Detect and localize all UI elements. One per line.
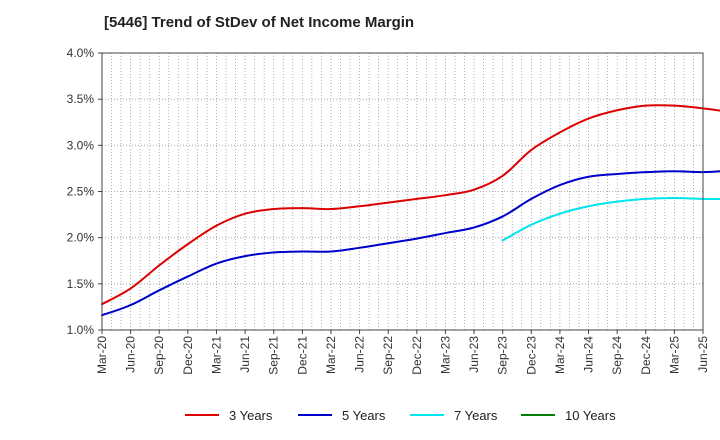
legend-item-7-years: 7 Years — [410, 405, 497, 425]
y-tick-label: 4.0% — [67, 46, 95, 60]
legend-item-10-years: 10 Years — [521, 405, 616, 425]
x-tick-label: Mar-20 — [95, 336, 109, 374]
x-tick-label: Sep-21 — [267, 336, 281, 375]
series-line-5-years — [101, 170, 720, 317]
x-tick-label: Dec-23 — [524, 336, 538, 375]
legend-label-10-years: 10 Years — [565, 407, 616, 423]
x-tick-labels: Mar-20 Jun-20 Sep-20 Dec-20 Mar-21 Jun-21 Sep-… — [95, 336, 710, 375]
x-tick-label: Jun-25 — [696, 336, 710, 373]
legend-swatch-10-years — [521, 414, 555, 416]
x-tick-label: Mar-25 — [667, 336, 681, 374]
series-line-3-years — [101, 104, 720, 306]
x-tick-label: Jun-23 — [467, 336, 481, 373]
legend-swatch-7-years — [410, 414, 444, 416]
series-lines — [101, 104, 720, 317]
y-tick-label: 1.5% — [67, 277, 95, 291]
x-tick-label: Jun-21 — [238, 336, 252, 373]
y-tick-label: 3.5% — [67, 92, 95, 106]
x-tick-label: Dec-20 — [181, 336, 195, 375]
legend-item-5-years: 5 Years — [298, 405, 385, 425]
legend: 3 Years 5 Years 7 Years 10 Years — [0, 405, 720, 427]
legend-label-3-years: 3 Years — [229, 407, 273, 423]
x-tick-label: Mar-22 — [324, 336, 338, 374]
y-tick-label: 2.0% — [67, 231, 95, 245]
legend-swatch-5-years — [298, 414, 332, 416]
x-tick-label: Jun-24 — [582, 336, 596, 373]
series-line-7-years — [501, 196, 720, 242]
plot-frame — [98, 52, 704, 334]
x-tick-label: Sep-24 — [610, 336, 624, 375]
x-tick-label: Sep-20 — [152, 336, 166, 375]
chart-title: [5446] Trend of StDev of Net Income Marg… — [104, 14, 415, 31]
x-tick-label: Sep-23 — [496, 336, 510, 375]
x-tick-label: Mar-21 — [209, 336, 223, 374]
legend-swatch-3-years — [185, 414, 219, 416]
x-tick-label: Dec-21 — [295, 336, 309, 375]
x-tick-label: Jun-20 — [124, 336, 138, 373]
x-tick-label: Mar-24 — [553, 336, 567, 374]
legend-label-5-years: 5 Years — [342, 407, 386, 423]
legend-item-3-years: 3 Years — [185, 405, 272, 425]
legend-label-7-years: 7 Years — [454, 407, 498, 423]
x-tick-label: Dec-22 — [410, 336, 424, 375]
x-tick-label: Jun-22 — [353, 336, 367, 373]
x-tick-label: Sep-22 — [381, 336, 395, 375]
grid-lines — [102, 53, 703, 330]
y-tick-labels: 1.0% 1.5% 2.0% 2.5% 3.0% 3.5% 4.0% — [67, 46, 95, 337]
x-tick-label: Dec-24 — [639, 336, 653, 375]
y-tick-label: 3.0% — [67, 138, 95, 152]
y-tick-label: 2.5% — [67, 185, 95, 199]
x-tick-label: Mar-23 — [438, 336, 452, 374]
y-tick-label: 1.0% — [67, 323, 95, 337]
